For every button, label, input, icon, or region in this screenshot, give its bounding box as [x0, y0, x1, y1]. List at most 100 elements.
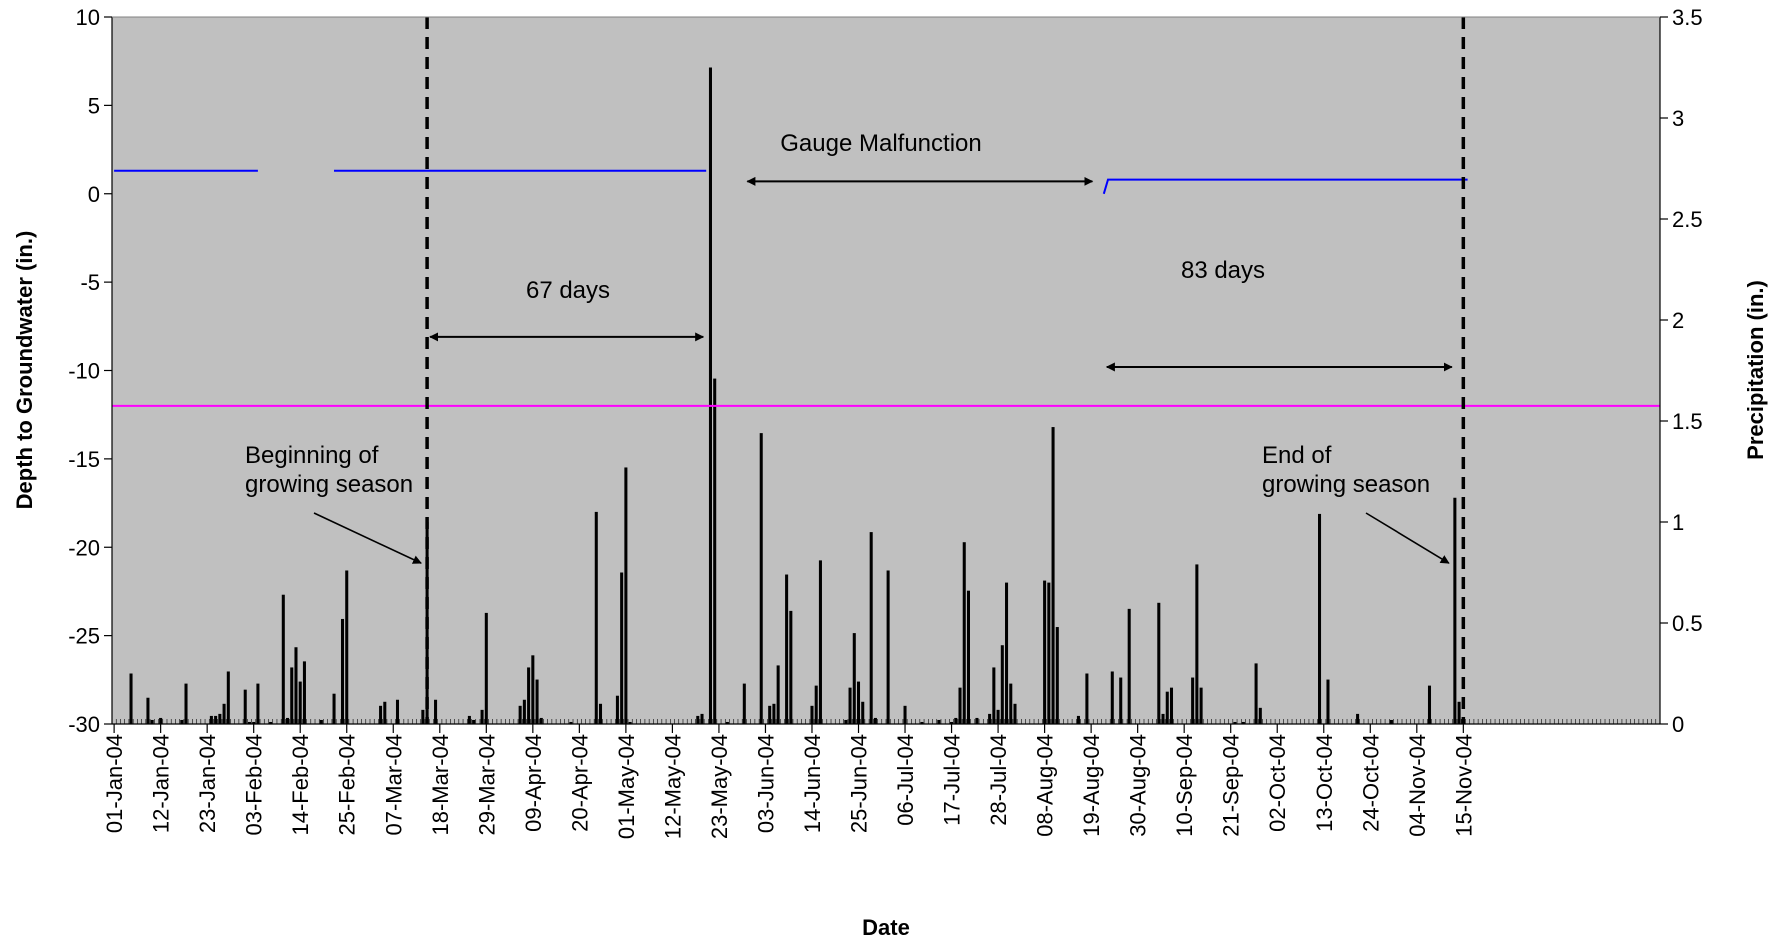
precipitation-bar [696, 715, 700, 724]
precipitation-bar [159, 717, 163, 724]
precipitation-bar [886, 570, 890, 724]
precipitation-bar [759, 433, 763, 724]
x-tick-label: 24-Oct-04 [1358, 734, 1383, 832]
axes: 10 5 0 -5 -10 -15 -20 -25 -30 3.5 3 2.5 2 1.5 1 0.5 0 01-… [68, 5, 1702, 839]
y-right-tick-label: 3.5 [1672, 5, 1703, 30]
y-right-tick-label: 3 [1672, 106, 1684, 131]
precipitation-bar [873, 717, 877, 724]
precipitation-bar [1453, 497, 1457, 724]
precipitation-bar [776, 665, 780, 724]
precipitation-bar [345, 570, 349, 724]
precipitation-bar [319, 719, 323, 724]
precipitation-bar [1254, 663, 1258, 724]
precipitation-bar [302, 661, 306, 724]
precipitation-bar [598, 703, 603, 724]
precipitation-bar [1389, 719, 1393, 724]
pointer-arrow [313, 512, 422, 564]
x-tick-label: 10-Sep-04 [1172, 734, 1197, 837]
x-axis-title: Date [862, 915, 910, 938]
precipitation-bar [1241, 721, 1245, 724]
precipitation-bar [539, 717, 543, 724]
precipitation-bar [620, 572, 624, 724]
precipitation-bar [286, 717, 290, 724]
precipitation-bar [1013, 703, 1017, 724]
x-tick-label: 09-Apr-04 [521, 734, 546, 832]
precipitation-bar [1051, 427, 1055, 724]
y-left-tick-label: -15 [68, 447, 100, 472]
x-tick-label: 03-Feb-04 [242, 734, 267, 836]
precipitation-bar [290, 667, 294, 724]
precipitation-bar [920, 721, 924, 724]
precipitation-bar [518, 705, 522, 724]
x-tick-label: 18-Mar-04 [428, 734, 453, 835]
precipitation-bar [975, 717, 979, 724]
y-axis-right-title: Precipitation (in.) [1743, 280, 1768, 460]
precipitation-bar [256, 683, 260, 724]
annotation-beginning-growing-season: Beginning of growing season [245, 442, 413, 498]
precipitation-bar [772, 703, 776, 724]
precipitation-bar [713, 378, 717, 724]
precipitation-bar [785, 574, 789, 724]
precipitation-bar [531, 655, 535, 724]
y-left-tick-label: -5 [80, 270, 100, 295]
precipitation-bar [226, 671, 230, 724]
precipitation-bar [298, 681, 302, 724]
x-tick-label: 12-Jan-04 [149, 734, 174, 833]
y-right-tick-label: 0 [1672, 712, 1684, 737]
precipitation-bar [1009, 683, 1013, 724]
precipitation-bar [269, 721, 273, 724]
x-tick-label: 21-Sep-04 [1219, 734, 1244, 837]
precipitation-bar [789, 610, 793, 724]
precipitation-bar [1427, 685, 1432, 724]
precipitation-bar [332, 693, 336, 724]
precipitation-bar [535, 679, 539, 724]
precipitation-bar [1258, 707, 1262, 724]
y-left-tick-label: 10 [76, 5, 100, 30]
precipitation-bars [129, 67, 1461, 724]
precipitation-bar [569, 721, 573, 724]
precipitation-bar [434, 699, 438, 724]
precipitation-bar [1157, 602, 1161, 724]
precipitation-bar [184, 683, 188, 724]
precipitation-bar [252, 721, 256, 724]
precipitation-bar [962, 542, 966, 724]
precipitation-bar [1043, 580, 1047, 724]
y-left-tick-label: -30 [68, 712, 100, 737]
x-tick-label: 23-May-04 [707, 734, 732, 839]
precipitation-bar [852, 633, 856, 724]
precipitation-bar [1085, 673, 1089, 724]
y-right-tick-label: 1.5 [1672, 409, 1703, 434]
precipitation-bar [742, 683, 746, 724]
precipitation-bar [1110, 671, 1114, 724]
precipitation-bar [247, 721, 251, 724]
precipitation-bar [992, 667, 996, 724]
precipitation-bar [856, 681, 861, 724]
x-tick-label: 30-Aug-04 [1126, 734, 1151, 837]
precipitation-bar [1119, 677, 1123, 724]
precipitation-bar [814, 685, 818, 724]
y-left-tick-label: 0 [88, 182, 100, 207]
y-left-tick-label: -20 [68, 535, 100, 560]
precipitation-bar [1165, 691, 1169, 724]
precipitation-bar [1199, 687, 1203, 724]
x-tick-label: 01-May-04 [614, 734, 639, 839]
precipitation-bar [472, 719, 476, 724]
precipitation-bar [527, 667, 531, 724]
precipitation-bar [294, 647, 298, 724]
annotation-gauge-malfunction: Gauge Malfunction [780, 130, 981, 157]
x-tick-label: 12-May-04 [660, 734, 685, 839]
precipitation-bar [1169, 687, 1174, 724]
precipitation-bar [146, 697, 150, 724]
y-left-tick-label: 5 [88, 93, 100, 118]
precipitation-bar [954, 717, 958, 724]
precipitation-bar [1195, 564, 1199, 724]
precipitation-bar [848, 687, 852, 724]
precipitation-bar [1318, 513, 1322, 724]
precipitation-bar [903, 705, 907, 724]
precipitation-bar [522, 699, 526, 724]
precipitation-bar [209, 715, 213, 724]
precipitation-bar [340, 618, 345, 724]
precipitation-bar [844, 719, 848, 724]
x-tick-label: 17-Jul-04 [940, 734, 965, 826]
